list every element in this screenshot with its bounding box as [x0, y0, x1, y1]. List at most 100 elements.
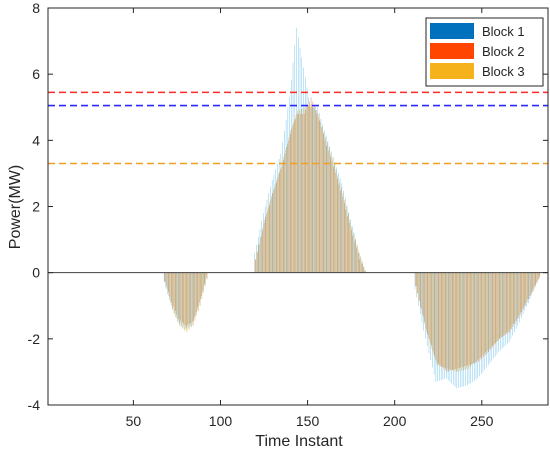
bar: [336, 167, 337, 273]
bar: [349, 219, 351, 273]
bar: [449, 272, 451, 382]
bar: [455, 272, 456, 370]
bar: [316, 113, 318, 273]
bar: [291, 128, 293, 273]
bar: [478, 272, 480, 359]
x-tick-label: 150: [296, 413, 320, 429]
bar: [417, 272, 419, 294]
bar: [278, 174, 279, 273]
bar: [284, 153, 286, 273]
bar: [188, 272, 190, 324]
bar: [335, 172, 336, 273]
bar: [504, 272, 505, 336]
bar: [456, 272, 457, 372]
bar: [483, 272, 485, 354]
y-tick-label: 4: [32, 132, 40, 148]
bar: [346, 205, 348, 273]
bar: [416, 272, 418, 298]
bar: [504, 272, 506, 334]
bar: [464, 272, 465, 367]
bar: [414, 272, 416, 290]
bar: [344, 199, 345, 273]
bar: [447, 272, 448, 369]
bar: [199, 272, 200, 303]
bar: [166, 272, 167, 287]
bar: [194, 272, 196, 321]
bar: [267, 207, 269, 273]
bar: [260, 237, 261, 273]
bar: [512, 272, 513, 336]
bar: [178, 272, 180, 326]
bar: [475, 272, 476, 362]
bar: [192, 272, 193, 323]
bar: [479, 272, 481, 361]
bar: [304, 107, 305, 273]
bar: [421, 272, 422, 310]
bar: [523, 272, 525, 306]
bar: [470, 272, 472, 383]
bar: [440, 272, 442, 381]
bar: [179, 272, 181, 324]
bar: [446, 272, 447, 379]
bar: [473, 272, 474, 364]
bar: [287, 143, 288, 273]
bar: [302, 108, 304, 273]
reference-lines-layer: [48, 91, 548, 165]
bar: [432, 272, 433, 368]
bar: [438, 272, 440, 366]
bar: [351, 226, 352, 273]
bar: [365, 271, 366, 273]
bar: [205, 272, 207, 280]
bar: [427, 272, 429, 335]
bar: [342, 193, 344, 273]
bar: [472, 272, 473, 382]
bar: [174, 272, 176, 311]
bar: [184, 272, 185, 331]
bar: [333, 166, 334, 273]
bar: [306, 87, 308, 273]
bar: [297, 110, 298, 273]
bar: [280, 168, 281, 273]
y-axis-label: Power(MW): [7, 165, 24, 249]
bar: [363, 267, 364, 273]
bar: [355, 239, 357, 273]
bar: [328, 147, 330, 273]
bar: [298, 37, 299, 273]
bar: [285, 150, 286, 273]
bar: [471, 272, 473, 366]
bar: [511, 272, 512, 330]
bar: [483, 272, 484, 358]
bar: [496, 272, 498, 355]
bar: [203, 272, 205, 286]
bar: [163, 272, 165, 283]
bar: [271, 195, 272, 273]
bar: [462, 272, 464, 371]
bar: [348, 212, 350, 273]
bar: [359, 259, 361, 273]
bar: [434, 272, 436, 357]
bar: [273, 189, 274, 273]
bar: [295, 115, 297, 273]
bar: [288, 140, 289, 273]
legend-swatch: [430, 63, 474, 79]
bar: [327, 141, 329, 273]
bar: [513, 272, 514, 324]
bar: [436, 272, 437, 362]
bar: [465, 272, 467, 366]
bar: [526, 272, 527, 307]
bar: [318, 113, 320, 273]
bar: [518, 272, 519, 319]
bar: [507, 272, 509, 334]
bar: [429, 272, 431, 344]
bar: [469, 272, 470, 365]
bar: [277, 164, 278, 273]
bar: [489, 272, 491, 364]
bar: [529, 272, 531, 300]
bar: [460, 272, 461, 388]
bar: [170, 272, 172, 306]
bar: [495, 272, 496, 344]
bar: [273, 174, 275, 273]
bar: [480, 272, 481, 358]
bar: [177, 272, 179, 323]
bar: [320, 118, 322, 273]
